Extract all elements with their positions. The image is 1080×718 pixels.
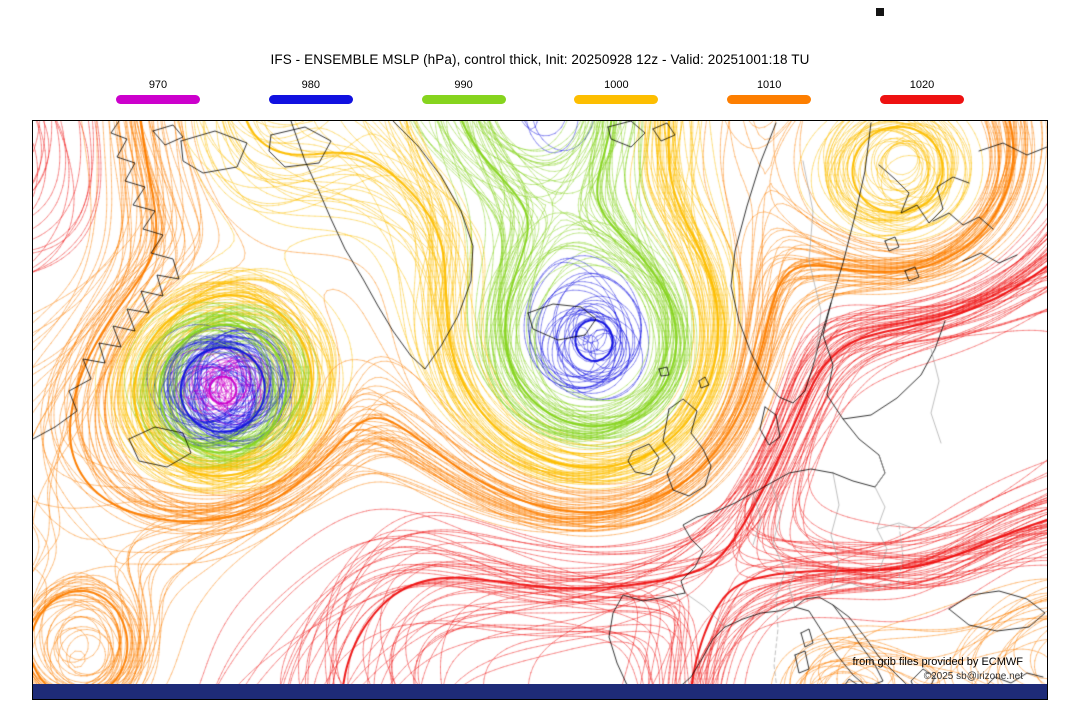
attribution-ecmwf: from grib files provided by ECMWF (852, 656, 1023, 668)
legend-item-1020: 1020 (880, 79, 964, 104)
pressure-map-frame: from grib files provided by ECMWF ©2025 … (32, 120, 1048, 700)
legend-item-990: 990 (422, 79, 506, 104)
legend-color-bar (116, 95, 200, 104)
legend-value-label: 1010 (757, 79, 781, 91)
screen-artifact-dot (876, 8, 884, 16)
legend-item-980: 980 (269, 79, 353, 104)
chart-title: IFS - ENSEMBLE MSLP (hPa), control thick… (0, 52, 1080, 67)
legend-value-label: 970 (149, 79, 167, 91)
pressure-legend: 970 980 990 1000 1010 1020 (116, 79, 964, 104)
page-background: IFS - ENSEMBLE MSLP (hPa), control thick… (0, 0, 1080, 718)
legend-item-970: 970 (116, 79, 200, 104)
legend-value-label: 1020 (910, 79, 934, 91)
legend-value-label: 990 (454, 79, 472, 91)
legend-color-bar (422, 95, 506, 104)
weather-chart-page: { "title": "IFS - ENSEMBLE MSLP (hPa), c… (0, 0, 1080, 718)
attribution-copyright: ©2025 sb@irizone.net (924, 671, 1023, 682)
legend-color-bar (880, 95, 964, 104)
map-canvas (33, 121, 1047, 699)
legend-item-1010: 1010 (727, 79, 811, 104)
footer-bar (33, 684, 1047, 699)
legend-color-bar (269, 95, 353, 104)
legend-value-label: 980 (302, 79, 320, 91)
legend-item-1000: 1000 (574, 79, 658, 104)
legend-color-bar (574, 95, 658, 104)
legend-color-bar (727, 95, 811, 104)
legend-value-label: 1000 (604, 79, 628, 91)
